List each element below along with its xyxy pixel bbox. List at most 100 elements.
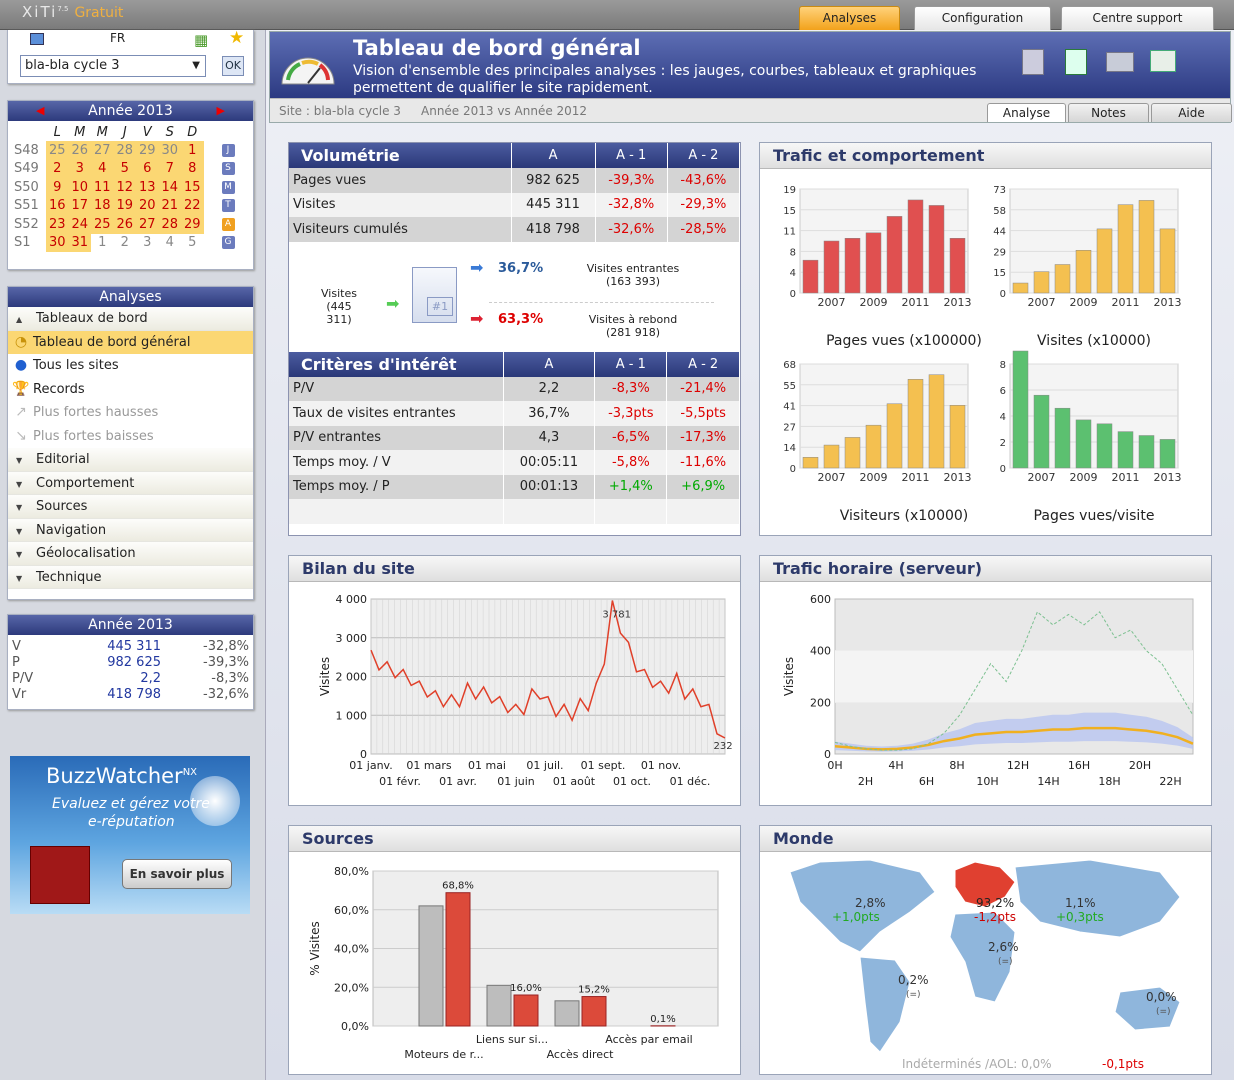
bar	[802, 259, 819, 294]
next-year-arrow-icon[interactable]: ▶	[216, 104, 225, 117]
oceania-shape[interactable]	[1114, 986, 1181, 1031]
nav-item-plus-fortes-hausses[interactable]: ↗ Plus fortes hausses	[8, 401, 253, 425]
language-label[interactable]: FR	[110, 31, 126, 45]
calendar-day[interactable]: 14	[158, 178, 181, 197]
site-select[interactable]: bla-bla cycle 3 ▼	[20, 55, 206, 77]
period-m-button[interactable]: M	[221, 180, 235, 194]
nav-item-tableaux-de-bord[interactable]: ▲ Tableaux de bord	[8, 307, 253, 331]
nav-item-editorial[interactable]: ▼ Editorial	[8, 448, 253, 472]
tab-aide[interactable]: Aide	[1151, 103, 1232, 122]
week-number[interactable]: S1	[14, 235, 31, 251]
calendar-day[interactable]: 24	[68, 215, 91, 234]
calendar-day[interactable]: 21	[158, 196, 181, 215]
nav-item-comportement[interactable]: ▼ Comportement	[8, 471, 253, 495]
calendar-day[interactable]: 1	[181, 141, 204, 160]
calendar-day[interactable]: 28	[113, 141, 136, 160]
nav-centre-support[interactable]: Centre support	[1061, 6, 1214, 30]
excel-export-icon[interactable]	[1065, 49, 1087, 75]
period-t-button[interactable]: T	[221, 199, 235, 213]
calendar-day[interactable]: 6	[136, 159, 159, 178]
calendar-day[interactable]: 26	[113, 215, 136, 234]
calendar-day[interactable]: 15	[181, 178, 204, 197]
calendar-day[interactable]: 31	[68, 233, 91, 252]
calendar-day[interactable]: 30	[158, 141, 181, 160]
nav-item-plus-fortes-baisses[interactable]: ↘ Plus fortes baisses	[8, 424, 253, 448]
email-icon[interactable]	[1106, 52, 1134, 72]
ok-button[interactable]: OK	[222, 56, 244, 76]
asia-shape[interactable]	[1014, 859, 1181, 938]
buzzwatcher-ad[interactable]: BuzzWatcherNX Evaluez et gérez votre e-r…	[10, 756, 250, 914]
calendar-day[interactable]: 25	[46, 141, 69, 160]
nav-item-navigation[interactable]: ▼ Navigation	[8, 518, 253, 542]
world-map[interactable]: 2,8% +1,0pts 93,2% -1,2pts 1,1% +0,3pts …	[760, 852, 1211, 1074]
period-j-button[interactable]: J	[221, 143, 235, 157]
calendar-day[interactable]: 5	[113, 159, 136, 178]
calendar-day[interactable]: 11	[91, 178, 114, 197]
criteres-row: Temps moy. / P 00:01:13 +1,4% +6,9%	[289, 474, 740, 499]
week-number[interactable]: S52	[14, 216, 39, 232]
week-number[interactable]: S49	[14, 161, 39, 177]
calendar-day[interactable]: 28	[158, 215, 181, 234]
africa-shape[interactable]	[949, 911, 1016, 1003]
south-america-shape[interactable]	[859, 956, 911, 1053]
nav-configuration[interactable]: Configuration	[914, 6, 1051, 30]
calendar-day[interactable]: 17	[68, 196, 91, 215]
period-s-button[interactable]: S	[221, 162, 235, 176]
nav-item-technique[interactable]: ▼ Technique	[8, 565, 253, 589]
nav-item-g-olocalisation[interactable]: ▼ Géolocalisation	[8, 542, 253, 566]
en-savoir-plus-button[interactable]: En savoir plus	[122, 859, 232, 889]
calendar-day[interactable]: 12	[113, 178, 136, 197]
calendar-day[interactable]: 10	[68, 178, 91, 197]
flag-icon[interactable]	[30, 33, 44, 45]
series-a1-line	[834, 611, 1194, 751]
calendar-day[interactable]: 9	[46, 178, 69, 197]
favorite-star-icon[interactable]: ★	[229, 28, 245, 48]
nav-item-tous-les-sites[interactable]: ● Tous les sites	[8, 354, 253, 378]
calendar-day[interactable]: 7	[158, 159, 181, 178]
calendar-day[interactable]: 8	[181, 159, 204, 178]
calendar-day[interactable]: 16	[46, 196, 69, 215]
calendar-day[interactable]: 20	[136, 196, 159, 215]
nav-item-sources[interactable]: ▼ Sources	[8, 495, 253, 519]
calendar-day[interactable]: 30	[46, 233, 69, 252]
calendar-day[interactable]: 5	[188, 235, 197, 251]
calendar-day[interactable]: 27	[91, 141, 114, 160]
calendar-day[interactable]: 19	[113, 196, 136, 215]
calendar-day[interactable]: 29	[181, 215, 204, 234]
week-number[interactable]: S51	[14, 198, 39, 214]
calendar-day[interactable]: 3	[143, 235, 152, 251]
calendar-day[interactable]: 27	[136, 215, 159, 234]
tab-notes[interactable]: Notes	[1068, 103, 1149, 122]
prev-year-arrow-icon[interactable]: ◀	[36, 104, 45, 117]
week-number[interactable]: S48	[14, 142, 39, 158]
calendar-day[interactable]: 26	[68, 141, 91, 160]
bar	[1012, 282, 1029, 294]
period-g-button[interactable]: G	[221, 236, 235, 250]
print-icon[interactable]	[1150, 50, 1176, 72]
calendar-day[interactable]: 13	[136, 178, 159, 197]
calendar-day[interactable]: 29	[136, 141, 159, 160]
calendar-day[interactable]: 4	[165, 235, 174, 251]
europe-shape[interactable]	[954, 861, 1016, 908]
calendar-day[interactable]: 2	[46, 159, 69, 178]
calendar-day[interactable]: 1	[98, 235, 107, 251]
bar	[1159, 439, 1176, 469]
north-america-shape[interactable]	[789, 859, 936, 953]
week-number[interactable]: S50	[14, 179, 39, 195]
calendar-day[interactable]: 4	[91, 159, 114, 178]
calendar-day[interactable]: 3	[68, 159, 91, 178]
nav-analyses[interactable]: Analyses	[799, 6, 900, 30]
y-tick-label: 8	[790, 247, 796, 258]
calendar-day[interactable]: 2	[120, 235, 129, 251]
nav-item-tableau-de-bord-g-n-ral[interactable]: ◔ Tableau de bord général	[8, 330, 253, 354]
calendar-day[interactable]: 23	[46, 215, 69, 234]
period-a-button[interactable]: A	[221, 217, 235, 231]
calendar-day[interactable]: 18	[91, 196, 114, 215]
pdf-export-icon[interactable]	[1022, 49, 1044, 75]
calendar-day[interactable]: 22	[181, 196, 204, 215]
add-site-icon[interactable]: ▦	[194, 31, 209, 49]
tab-analyse[interactable]: Analyse	[987, 103, 1066, 122]
calendar-day[interactable]: 25	[91, 215, 114, 234]
nav-item-records[interactable]: 🏆 Records	[8, 377, 253, 401]
